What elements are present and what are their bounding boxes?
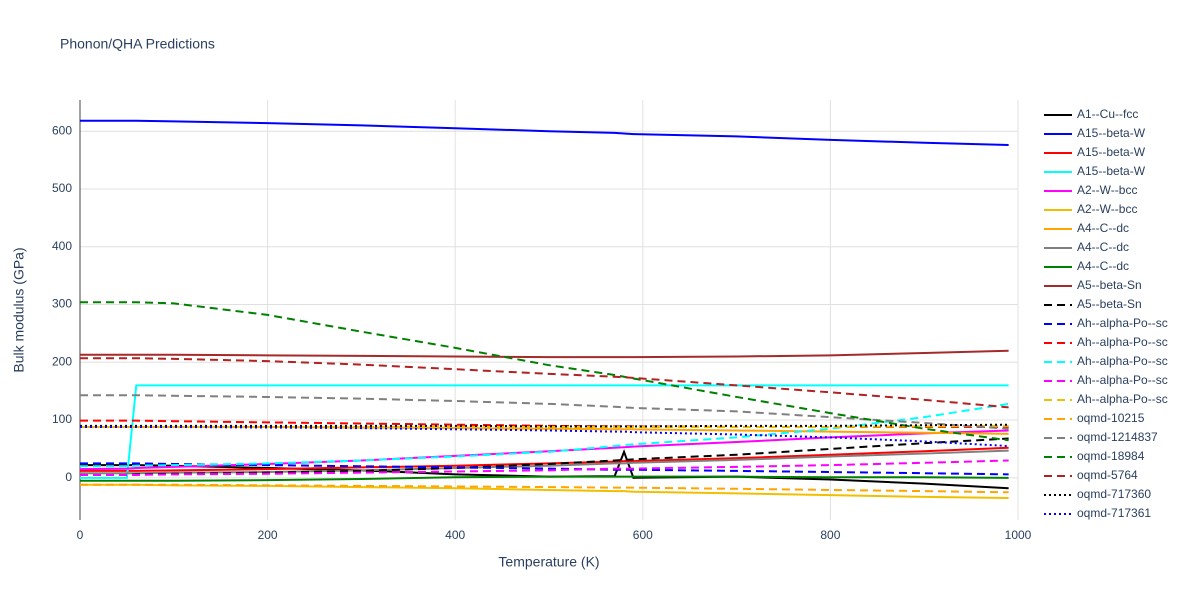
y-axis-label: Bulk modulus (GPa) — [11, 247, 27, 372]
legend-label: Ah--alpha-Po--sc — [1077, 335, 1168, 349]
x-tick-label: 400 — [445, 528, 465, 542]
series-line — [80, 384, 1009, 479]
legend-label: A15--beta-W — [1077, 145, 1146, 159]
x-tick-label: 0 — [77, 528, 84, 542]
series-line — [80, 394, 1009, 430]
x-tick-label: 200 — [258, 528, 278, 542]
series-line — [80, 402, 1009, 468]
series-line — [80, 459, 1009, 476]
series-line — [80, 424, 1009, 428]
plot-area — [80, 119, 1009, 500]
legend-label: A1--Cu--fcc — [1077, 107, 1138, 121]
legend-label: Ah--alpha-Po--sc — [1077, 373, 1168, 387]
legend-label: A5--beta-Sn — [1077, 297, 1142, 311]
series-line — [80, 475, 1009, 482]
legend-label: oqmd-18984 — [1077, 449, 1145, 463]
x-tick-label: 1000 — [1005, 528, 1032, 542]
legend-label: oqmd-717360 — [1077, 487, 1151, 501]
series-line — [80, 301, 1009, 442]
y-tick-label: 600 — [52, 123, 72, 137]
legend-label: A15--beta-W — [1077, 164, 1146, 178]
series-line — [80, 483, 1009, 500]
legend-label: A4--C--dc — [1077, 240, 1129, 254]
legend-label: A4--C--dc — [1077, 259, 1129, 273]
series-line — [80, 425, 1009, 435]
legend-label: oqmd-10215 — [1077, 411, 1145, 425]
legend-label: oqmd-1214837 — [1077, 430, 1158, 444]
series-line — [80, 119, 1009, 147]
legend-label: A2--W--bcc — [1077, 183, 1137, 197]
x-tick-label: 600 — [633, 528, 653, 542]
series-line — [80, 483, 1009, 494]
legend-label: A2--W--bcc — [1077, 202, 1137, 216]
legend-label: Ah--alpha-Po--sc — [1077, 316, 1168, 330]
chart-title: Phonon/QHA Predictions — [60, 36, 215, 52]
legend-label: Ah--alpha-Po--sc — [1077, 392, 1168, 406]
series-line — [80, 449, 1009, 475]
series-line — [80, 357, 1009, 409]
legend-label: oqmd-5764 — [1077, 468, 1138, 482]
legend-label: Ah--alpha-Po--sc — [1077, 354, 1168, 368]
y-tick-label: 300 — [52, 297, 72, 311]
x-tick-label: 800 — [820, 528, 840, 542]
legend-label: oqmd-717361 — [1077, 506, 1151, 520]
y-tick-label: 500 — [52, 181, 72, 195]
y-tick-label: 400 — [52, 239, 72, 253]
y-tick-label: 100 — [52, 412, 72, 426]
series-line — [80, 462, 1009, 476]
legend-label: A15--beta-W — [1077, 126, 1146, 140]
y-tick-label: 200 — [52, 354, 72, 368]
legend-label: A4--C--dc — [1077, 221, 1129, 235]
series-line — [80, 349, 1009, 359]
y-tick-label: 0 — [65, 470, 72, 484]
x-axis-label: Temperature (K) — [498, 554, 599, 570]
legend-label: A5--beta-Sn — [1077, 278, 1142, 292]
